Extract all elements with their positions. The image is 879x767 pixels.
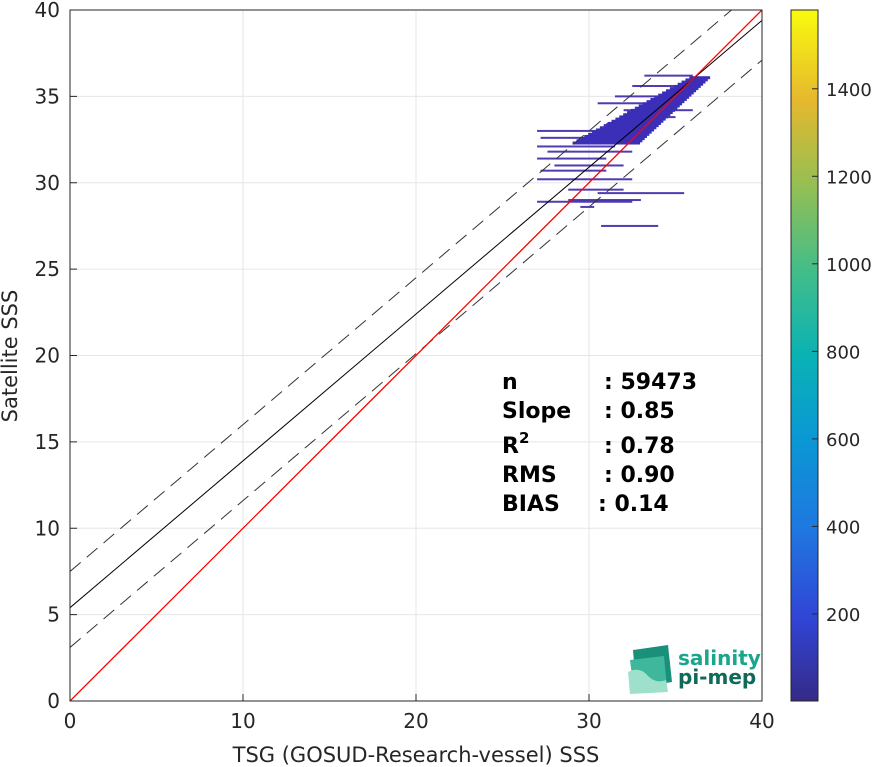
stat-value: : 59473 bbox=[604, 370, 697, 395]
density-cell bbox=[580, 205, 595, 208]
density-cell bbox=[619, 115, 669, 119]
density-cell bbox=[540, 169, 607, 172]
density-cell bbox=[614, 95, 662, 98]
colorbar-gradient bbox=[790, 9, 819, 702]
density-cells bbox=[537, 74, 711, 227]
density-cell bbox=[673, 84, 701, 88]
colorbar-tick-label: 1000 bbox=[826, 255, 872, 276]
colorbar-tick-label: 600 bbox=[826, 430, 860, 451]
density-cell bbox=[595, 128, 655, 132]
colorbar: 200 400 600 800 1000 1200 1400 bbox=[790, 9, 872, 702]
density-cell bbox=[554, 164, 624, 167]
density-cell bbox=[597, 192, 685, 195]
density-cell bbox=[627, 111, 673, 115]
regression-lines bbox=[70, 10, 762, 701]
density-cell bbox=[568, 199, 641, 202]
colorbar-tick-label: 400 bbox=[826, 517, 860, 538]
stat-label: RMS bbox=[502, 463, 557, 488]
density-cell bbox=[599, 126, 657, 130]
lower-bound-line bbox=[70, 59, 762, 648]
density-cell bbox=[638, 104, 680, 108]
stat-label: n bbox=[502, 370, 518, 395]
density-cell bbox=[630, 108, 676, 112]
density-cell bbox=[537, 157, 607, 160]
y-tick-label: 0 bbox=[47, 689, 60, 713]
density-cell bbox=[615, 117, 666, 121]
colorbar-tick-label: 200 bbox=[826, 605, 860, 626]
upper-bound-line bbox=[70, 10, 733, 572]
density-cell bbox=[592, 130, 652, 134]
x-tick-label: 10 bbox=[230, 709, 255, 733]
density-cell bbox=[584, 134, 648, 138]
y-tick-label: 15 bbox=[35, 430, 60, 454]
logo-text-salinity: salinity bbox=[678, 646, 761, 670]
colorbar-tick-label: 1200 bbox=[826, 167, 872, 188]
density-cell bbox=[537, 200, 633, 203]
y-tick-label: 25 bbox=[35, 257, 60, 281]
density-cell bbox=[547, 150, 633, 153]
density-cell bbox=[537, 145, 615, 148]
density-cell bbox=[601, 224, 659, 227]
stat-value: : 0.90 bbox=[604, 463, 675, 488]
colorbar-ticks: 200 400 600 800 1000 1200 1400 bbox=[812, 80, 872, 626]
logo-text-pi-mep: pi-mep bbox=[678, 665, 756, 689]
density-cell bbox=[537, 178, 633, 181]
stat-value: : 0.14 bbox=[598, 492, 669, 517]
density-cell bbox=[642, 102, 683, 106]
logo-layer-front bbox=[628, 669, 668, 694]
density-cell bbox=[537, 129, 607, 132]
density-cell bbox=[685, 78, 708, 82]
density-cell bbox=[588, 132, 650, 136]
y-tick-label: 10 bbox=[35, 516, 60, 540]
density-cell bbox=[681, 80, 706, 84]
salinity-pi-mep-logo: salinity pi-mep bbox=[628, 645, 761, 694]
x-axis-label: TSG (GOSUD-Research-vessel) SSS bbox=[232, 743, 600, 767]
y-tick-label: 30 bbox=[35, 171, 60, 195]
identity-line bbox=[70, 10, 762, 701]
y-tick-label: 40 bbox=[35, 0, 60, 22]
density-cell bbox=[662, 91, 694, 95]
density-cell bbox=[634, 106, 678, 110]
colorbar-tick-label: 800 bbox=[826, 342, 860, 363]
density-cell bbox=[689, 76, 711, 80]
stat-label: Slope bbox=[502, 399, 571, 424]
x-tick-label: 40 bbox=[749, 709, 774, 733]
y-tick-label: 5 bbox=[47, 603, 60, 627]
density-cell bbox=[568, 188, 624, 191]
density-cell bbox=[623, 113, 671, 117]
density-cell bbox=[572, 141, 641, 145]
density-cell bbox=[611, 119, 664, 123]
density-cell bbox=[580, 137, 645, 141]
y-tick-label: 35 bbox=[35, 84, 60, 108]
fit-line bbox=[70, 19, 762, 609]
density-cell bbox=[632, 85, 676, 88]
stat-value: : 0.78 bbox=[604, 434, 675, 459]
y-axis-ticks: 0 5 10 15 20 25 30 35 40 bbox=[35, 0, 77, 713]
x-tick-label: 0 bbox=[64, 709, 77, 733]
density-cell bbox=[603, 124, 659, 128]
density-cell bbox=[677, 82, 704, 86]
stat-value: : 0.85 bbox=[604, 399, 675, 424]
density-cell bbox=[644, 74, 693, 77]
stat-label: BIAS bbox=[502, 492, 560, 517]
y-tick-label: 20 bbox=[35, 344, 60, 368]
density-cell bbox=[607, 121, 662, 125]
x-axis-ticks: 0 10 20 30 40 bbox=[64, 694, 775, 733]
x-tick-label: 20 bbox=[403, 709, 428, 733]
density-cell bbox=[597, 102, 655, 105]
density-cell bbox=[658, 93, 692, 97]
density-cell bbox=[576, 139, 643, 143]
colorbar-tick-label: 1400 bbox=[826, 80, 872, 101]
x-tick-label: 30 bbox=[576, 709, 601, 733]
y-axis-label: Satellite SSS bbox=[0, 290, 22, 423]
